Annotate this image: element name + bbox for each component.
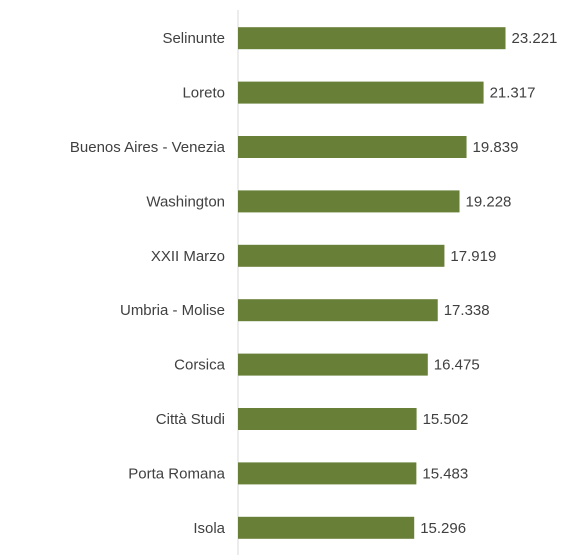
category-label: Porta Romana xyxy=(128,465,225,482)
category-label: Washington xyxy=(146,193,225,210)
value-label: 15.502 xyxy=(423,411,469,428)
value-label: 23.221 xyxy=(512,30,558,47)
value-label: 19.839 xyxy=(473,139,519,156)
bar xyxy=(238,244,445,267)
bar xyxy=(238,136,467,158)
value-label: 15.296 xyxy=(420,520,466,537)
bar xyxy=(238,299,438,322)
category-label: Umbria - Molise xyxy=(120,302,225,319)
value-label: 15.483 xyxy=(422,465,468,482)
value-label: 17.919 xyxy=(450,248,496,265)
bar xyxy=(238,27,506,50)
value-label: 17.338 xyxy=(444,302,490,319)
bar xyxy=(238,81,484,104)
bar xyxy=(238,190,460,213)
bar xyxy=(238,462,417,485)
category-label: Buenos Aires - Venezia xyxy=(70,139,226,156)
category-label: Isola xyxy=(193,520,225,537)
bar xyxy=(238,408,417,430)
value-label: 16.475 xyxy=(434,357,480,374)
category-label: Corsica xyxy=(174,357,226,374)
value-label: 19.228 xyxy=(466,193,512,210)
bar xyxy=(238,353,428,376)
category-label: Città Studi xyxy=(156,411,225,428)
value-label: 21.317 xyxy=(490,85,536,102)
bar xyxy=(238,516,415,539)
category-label: XXII Marzo xyxy=(151,248,225,265)
category-label: Loreto xyxy=(182,85,225,102)
category-label: Selinunte xyxy=(162,30,225,47)
